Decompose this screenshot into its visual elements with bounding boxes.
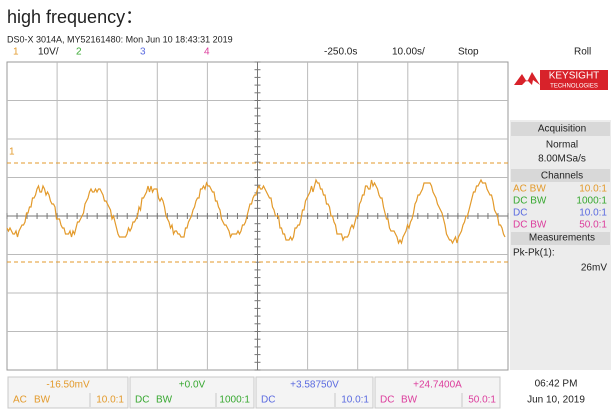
channel-coupling: DC	[261, 395, 275, 406]
meas-value: 26mV	[581, 263, 607, 274]
ch2-label: 2	[76, 47, 82, 58]
timebase: 10.00s/	[392, 47, 425, 58]
channel-offset: +0.0V	[179, 380, 206, 391]
channel-coupling: AC BW	[513, 184, 546, 195]
channel-coupling: DC	[513, 208, 527, 219]
mode: Roll	[574, 47, 591, 58]
section-header	[511, 232, 610, 245]
channel-box	[7, 376, 129, 409]
channel-probe: 50.0:1	[579, 220, 607, 231]
channel-probe: 50.0:1	[468, 395, 496, 406]
channel-box	[129, 376, 255, 409]
channel-coupling: DC	[380, 395, 394, 406]
clock-time: 06:42 PM	[535, 379, 578, 390]
channel-probe: 10.0:1	[579, 184, 607, 195]
channel-offset: +24.7400A	[413, 380, 462, 391]
channels-title: Channels	[541, 171, 583, 182]
channel-offset: +3.58750V	[290, 380, 339, 391]
ch1-label: 1	[13, 47, 19, 58]
channel-coupling: DC	[135, 395, 149, 406]
channel-probe: 10.0:1	[96, 395, 124, 406]
brand-bar	[540, 70, 608, 90]
channel-coupling: DC BW	[513, 196, 547, 207]
run-state: Stop	[458, 47, 479, 58]
acq-title: Acquisition	[538, 124, 586, 135]
section-header	[511, 169, 610, 182]
channel-coupling: DC BW	[513, 220, 547, 231]
channel-probe: 10.0:1	[341, 395, 369, 406]
channel-probe: 1000:1	[576, 196, 607, 207]
ch1-scale: 10V/	[38, 47, 59, 58]
channel-box	[255, 376, 374, 409]
channel-bw: BW	[401, 395, 418, 406]
ch3-label: 3	[140, 47, 146, 58]
section-header	[511, 122, 610, 136]
waveform	[6, 178, 506, 245]
channel-offset: -16.50mV	[46, 380, 90, 391]
channel-box	[374, 376, 501, 409]
acq-rate: 8.00MSa/s	[538, 154, 586, 165]
delay: -250.0s	[324, 47, 357, 58]
channel-coupling: AC	[13, 395, 27, 406]
channel-rows: AC BW 10.0:1 DC BW 1000:1 DC 10.0:1 DC BW 50.0:…	[513, 184, 607, 231]
info: DS0-X 3014A, MY52161480: Mon Jun 10 18:4…	[7, 34, 233, 44]
brand-sub: TECHNOLOGIES	[550, 84, 598, 90]
meas-label: Pk-Pk(1):	[513, 248, 555, 259]
channel-boxes: -16.50mV AC BW 10.0:1 +0.0V DC BW 1000:1 +3.5875…	[7, 376, 501, 409]
graticule	[6, 61, 509, 371]
logo-icon	[514, 72, 540, 85]
channel-bw: BW	[34, 395, 51, 406]
meas-title: Measurements	[529, 233, 595, 244]
channel-probe: 10.0:1	[579, 208, 607, 219]
title: high frequency：	[7, 7, 143, 27]
trigger-marker: 1	[9, 147, 15, 158]
ch4-label: 4	[204, 47, 210, 58]
channel-bw: BW	[156, 395, 173, 406]
brand: KEYSIGHT	[549, 71, 600, 82]
acq-mode: Normal	[546, 140, 578, 151]
channel-probe: 1000:1	[219, 395, 250, 406]
clock-date: Jun 10, 2019	[527, 395, 585, 406]
